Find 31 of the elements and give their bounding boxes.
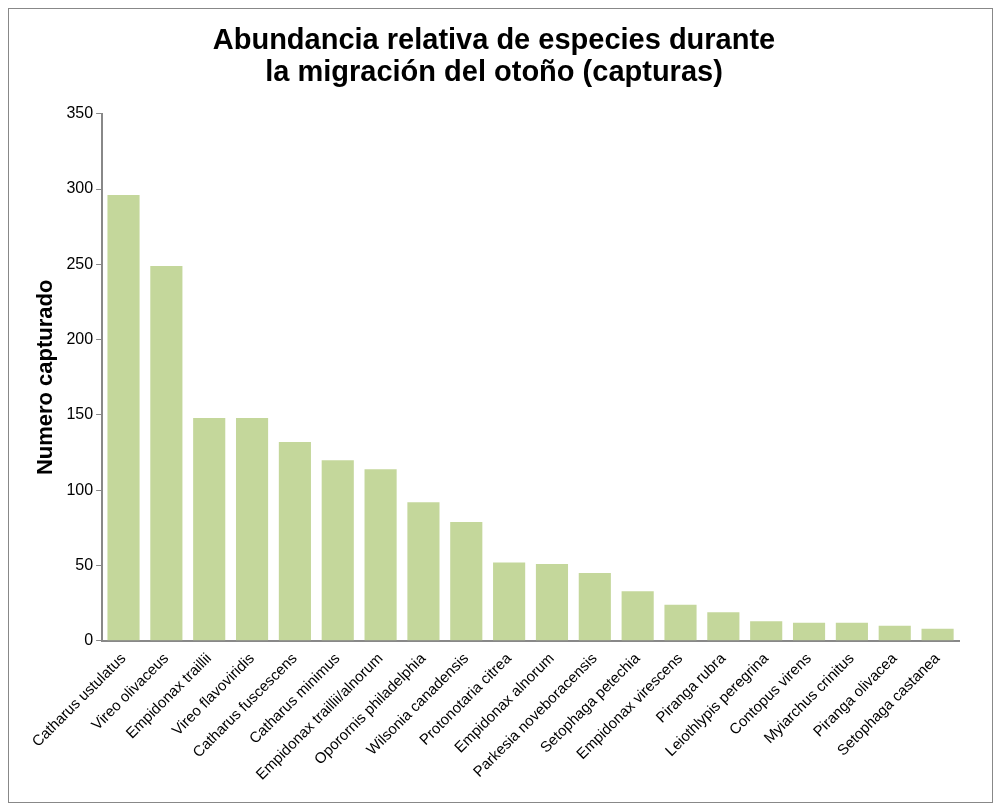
bar xyxy=(407,502,440,641)
y-tick-label: 250 xyxy=(66,254,94,272)
bar xyxy=(493,562,526,641)
bar xyxy=(535,564,569,641)
bar xyxy=(750,621,783,641)
bar xyxy=(878,625,911,641)
y-tick-label: 100 xyxy=(66,480,94,498)
bar xyxy=(235,417,269,641)
y-tick-label: 350 xyxy=(66,104,94,122)
bar xyxy=(364,469,397,641)
y-tick-label: 150 xyxy=(66,405,94,423)
bar xyxy=(621,591,654,641)
bar xyxy=(278,442,311,641)
bar xyxy=(664,604,697,641)
bar xyxy=(578,573,611,641)
y-tick-label: 0 xyxy=(84,631,94,649)
text: la migración del otoño (capturas) xyxy=(265,54,723,87)
bar xyxy=(321,460,354,641)
bar xyxy=(193,417,226,641)
y-tick-label: 200 xyxy=(66,330,94,348)
y-axis-title: Numero capturado xyxy=(32,279,58,476)
bar xyxy=(835,622,868,641)
bar xyxy=(150,265,183,641)
bar xyxy=(707,612,740,641)
bar xyxy=(107,195,140,641)
bar xyxy=(792,622,826,641)
bar xyxy=(450,521,483,641)
bar xyxy=(921,628,954,641)
y-tick-label: 50 xyxy=(75,555,94,573)
y-tick-label: 300 xyxy=(66,179,94,197)
text: Abundancia relativa de especies durante xyxy=(212,22,776,55)
